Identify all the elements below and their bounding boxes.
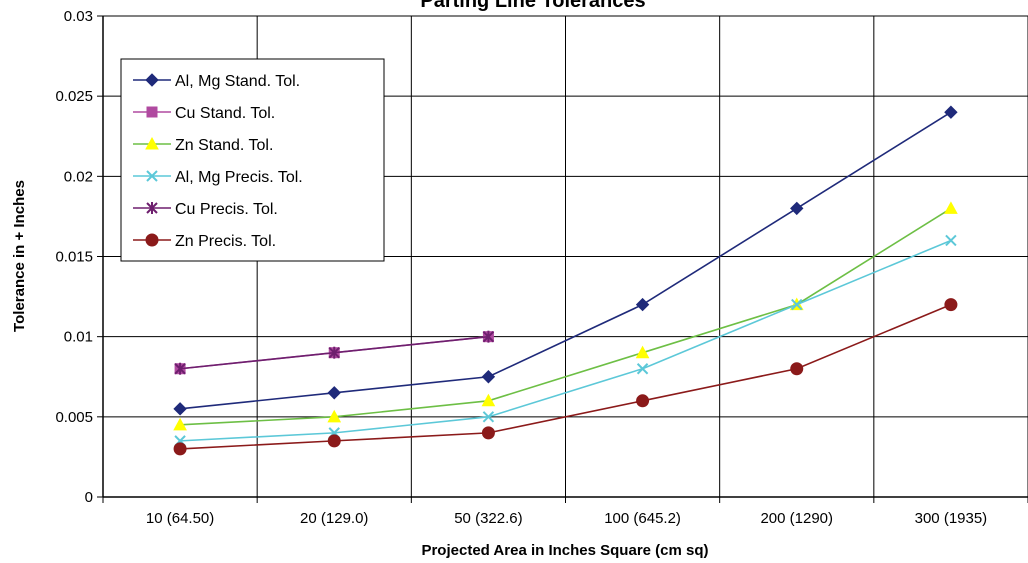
legend-label: Zn Stand. Tol. xyxy=(175,137,273,154)
y-axis-title: Tolerance in + Inches xyxy=(11,180,28,332)
axis-layer: 0 0.005 0.01 0.015 0.02 0.025 0.03 10 (64.50) 20… xyxy=(55,8,1028,527)
data-point-stroke xyxy=(945,234,957,247)
series-line xyxy=(180,207,952,426)
data-point xyxy=(327,386,341,400)
legend-label: Cu Stand. Tol. xyxy=(175,105,275,122)
data-point xyxy=(636,363,649,375)
y-tick-label: 0.01 xyxy=(64,329,93,346)
legend-entry: Zn Stand. Tol. xyxy=(133,136,273,154)
legend-marker xyxy=(146,106,158,118)
legend-marker xyxy=(146,202,158,214)
data-point xyxy=(791,298,803,311)
data-point xyxy=(944,105,958,119)
y-tick-label: 0.015 xyxy=(55,249,93,266)
legend-entry: Al, Mg Stand. Tol. xyxy=(133,73,300,90)
x-tick-label: 200 (1290) xyxy=(760,510,833,527)
data-point xyxy=(482,330,495,343)
data-point xyxy=(944,298,958,312)
x-tick-label: 50 (322.6) xyxy=(454,510,522,527)
series-5 xyxy=(174,330,495,375)
y-tick-label: 0 xyxy=(85,489,93,506)
legend-label: Al, Mg Stand. Tol. xyxy=(175,73,300,90)
series-6 xyxy=(173,298,958,456)
legend-marker xyxy=(145,233,159,247)
y-tick-label: 0.02 xyxy=(64,168,93,185)
data-point xyxy=(481,370,496,384)
legend-marker xyxy=(145,73,159,87)
data-point xyxy=(174,362,186,375)
legend-box xyxy=(120,58,385,262)
data-point xyxy=(173,417,187,431)
data-point xyxy=(944,201,958,214)
legend-marker xyxy=(146,170,158,182)
x-tick-label: 300 (1935) xyxy=(915,510,988,527)
data-point xyxy=(328,346,340,359)
legend-label: Cu Precis. Tol. xyxy=(175,201,278,218)
data-point xyxy=(173,402,187,416)
y-tick-label: 0.025 xyxy=(55,88,93,105)
legend-entry: Cu Stand. Tol. xyxy=(133,105,275,122)
legend-entry: Zn Precis. Tol. xyxy=(133,233,276,250)
x-axis-title: Projected Area in Inches Square (cm sq) xyxy=(421,542,708,559)
legend-entry: Cu Precis. Tol. xyxy=(133,201,278,218)
y-tick-label: 0.005 xyxy=(55,409,93,426)
legend: Al, Mg Stand. Tol. Cu Stand. Tol. Zn Stand… xyxy=(120,58,385,262)
data-point xyxy=(635,297,650,312)
chart-title: Parting Line Tolerances xyxy=(420,0,645,12)
data-point xyxy=(945,234,957,247)
x-tick-label: 10 (64.50) xyxy=(146,510,214,527)
data-point-stroke xyxy=(636,363,649,375)
data-point xyxy=(481,426,495,440)
legend-label: Al, Mg Precis. Tol. xyxy=(175,169,303,186)
data-point xyxy=(635,345,650,359)
series-line xyxy=(180,239,952,442)
data-point-stroke xyxy=(482,411,495,423)
x-tick-label: 100 (645.2) xyxy=(604,510,681,527)
data-point xyxy=(327,434,341,448)
data-point xyxy=(790,201,804,216)
data-point xyxy=(790,362,804,376)
data-point xyxy=(482,411,495,423)
series-1 xyxy=(173,105,958,416)
data-point xyxy=(327,409,342,423)
data-point xyxy=(173,442,187,456)
legend-label: Zn Precis. Tol. xyxy=(175,233,276,250)
legend-marker-stroke xyxy=(146,170,158,182)
series-line xyxy=(180,303,952,450)
x-tick-label: 20 (129.0) xyxy=(300,510,368,527)
legend-marker xyxy=(145,136,159,150)
data-point xyxy=(481,393,496,407)
series-4 xyxy=(174,234,957,447)
y-tick-label: 0.03 xyxy=(64,8,93,25)
legend-entry: Al, Mg Precis. Tol. xyxy=(133,169,303,186)
data-point-stroke xyxy=(791,298,803,311)
data-point xyxy=(636,394,650,408)
series-layer xyxy=(173,105,958,456)
series-line xyxy=(180,111,952,410)
